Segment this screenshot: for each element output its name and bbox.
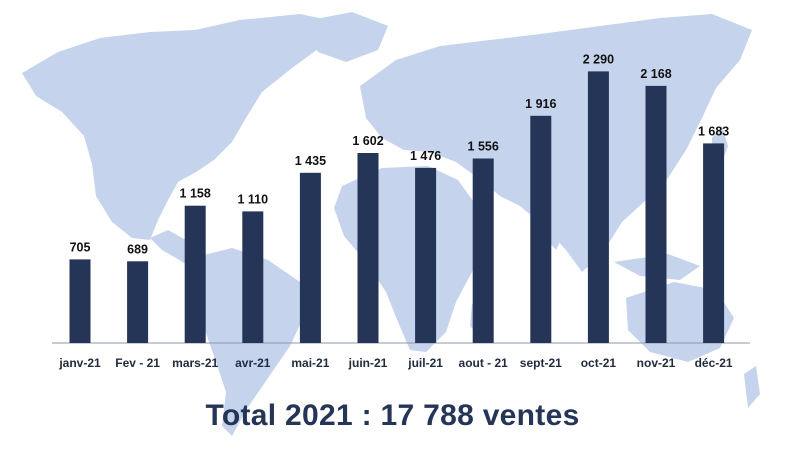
bar-series [69,71,725,344]
x-tick-label-aout - 21: aout - 21 [459,356,509,370]
data-labels: 705 689 1 158 1 110 1 435 1 602 1 476 1 556 1 91… [70,52,730,256]
bar-mars-21 [184,205,206,343]
bar-juil-21 [415,167,437,343]
x-tick-label-mai-21: mai-21 [291,356,329,370]
value-label-oct-21: 2 290 [583,52,614,66]
bar-nov-21 [645,85,667,344]
bar-aout - 21 [472,158,494,343]
x-tick-label-déc-21: déc-21 [695,356,733,370]
x-tick-label-janv-21: janv-21 [58,356,101,370]
x-tick-label-sept-21: sept-21 [520,356,562,370]
x-axis-tick-labels: janv-21 Fev - 21 mars-21 avr-21 mai-21 juin-2… [58,356,733,370]
bar-oct-21 [587,71,609,344]
bar-déc-21 [703,143,725,343]
x-tick-label-nov-21: nov-21 [637,356,676,370]
x-tick-label-juin-21: juin-21 [348,356,388,370]
value-label-nov-21: 2 168 [640,67,671,81]
bar-mai-21 [299,172,321,343]
value-label-juil-21: 1 476 [410,149,441,163]
bar-Fev - 21 [127,261,149,343]
value-label-janv-21: 705 [70,240,91,254]
total-summary: Total 2021 : 17 788 ventes [205,399,580,432]
x-tick-label-avr-21: avr-21 [235,356,271,370]
bar-avr-21 [242,211,264,343]
value-label-juin-21: 1 602 [352,134,383,148]
bar-janv-21 [69,259,91,343]
value-label-avr-21: 1 110 [238,192,269,206]
x-tick-label-mars-21: mars-21 [172,356,218,370]
bar-sept-21 [530,115,552,343]
value-label-mai-21: 1 435 [295,154,326,168]
value-label-déc-21: 1 683 [698,124,729,138]
value-label-Fev - 21: 689 [127,242,148,256]
value-label-sept-21: 1 916 [525,97,556,111]
x-tick-label-Fev - 21: Fev - 21 [115,356,160,370]
value-label-mars-21: 1 158 [180,187,211,201]
bar-juin-21 [357,153,379,343]
x-tick-label-oct-21: oct-21 [581,356,617,370]
x-tick-label-juil-21: juil-21 [407,356,443,370]
value-label-aout - 21: 1 556 [468,140,499,154]
